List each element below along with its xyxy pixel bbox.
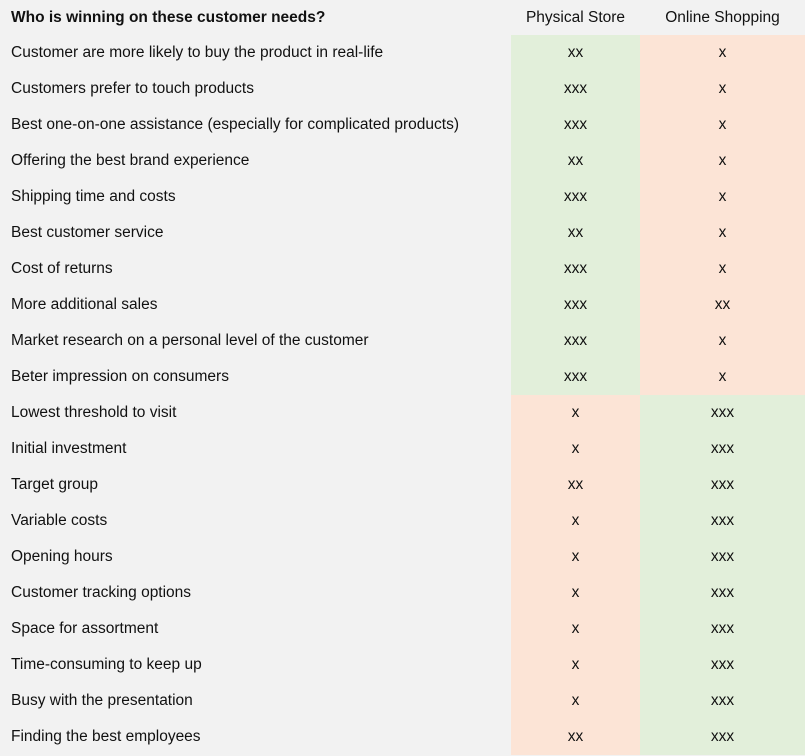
physical-store-score: xxx [511,71,640,107]
table-row: Best one-on-one assistance (especially f… [0,107,805,143]
table-row: Customers prefer to touch products xxx x [0,71,805,107]
physical-store-score: xx [511,719,640,755]
online-shopping-score: x [640,215,805,251]
need-label: Lowest threshold to visit [11,404,177,421]
physical-store-score: x [511,647,640,683]
online-shopping-score: xx [640,287,805,323]
need-label: More additional sales [11,296,158,313]
online-shopping-score: xxx [640,467,805,503]
physical-store-score: xx [511,215,640,251]
need-label: Opening hours [11,548,113,565]
table-row: Lowest threshold to visit x xxx [0,395,805,431]
need-label: Finding the best employees [11,728,201,745]
physical-store-score: x [511,611,640,647]
physical-store-score: x [511,575,640,611]
online-shopping-score: xxx [640,647,805,683]
online-shopping-header: Online Shopping [665,8,780,26]
table-row: Initial investment x xxx [0,431,805,467]
online-shopping-score: xxx [640,539,805,575]
table-row: Offering the best brand experience xx x [0,143,805,179]
online-shopping-score: x [640,359,805,395]
need-label: Cost of returns [11,260,113,277]
need-label: Shipping time and costs [11,188,176,205]
table-row: Beter impression on consumers xxx x [0,359,805,395]
physical-store-score: xxx [511,359,640,395]
header-row: Who is winning on these customer needs? … [0,0,805,35]
need-label: Target group [11,476,99,493]
table-row: Busy with the presentation x xxx [0,683,805,719]
online-shopping-score: x [640,179,805,215]
physical-store-score: x [511,431,640,467]
physical-store-score: xxx [511,287,640,323]
table-row: Space for assortment x xxx [0,611,805,647]
physical-store-score: xx [511,143,640,179]
online-shopping-score: xxx [640,431,805,467]
need-label: Customer tracking options [11,584,192,601]
need-label: Best one-on-one assistance (especially f… [11,116,460,133]
table-row: Cost of returns xxx x [0,251,805,287]
online-shopping-score: x [640,35,805,71]
online-shopping-score: x [640,251,805,287]
need-label: Customers prefer to touch products [11,80,254,97]
physical-store-score: x [511,395,640,431]
physical-store-score: xxx [511,251,640,287]
need-label: Beter impression on consumers [11,368,229,385]
table-row: Shipping time and costs xxx x [0,179,805,215]
physical-store-score: x [511,683,640,719]
table-row: Target group xx xxx [0,467,805,503]
table-row: Market research on a personal level of t… [0,323,805,359]
table-row: Time-consuming to keep up x xxx [0,647,805,683]
need-label: Variable costs [11,512,108,529]
table-row: Finding the best employees xx xxx [0,719,805,755]
physical-store-score: xxx [511,179,640,215]
online-shopping-score: x [640,107,805,143]
table-row: Customer tracking options x xxx [0,575,805,611]
question-header: Who is winning on these customer needs? [11,8,326,26]
online-shopping-score: x [640,71,805,107]
table-row: More additional sales xxx xx [0,287,805,323]
table-row: Customer are more likely to buy the prod… [0,35,805,71]
online-shopping-score: xxx [640,575,805,611]
physical-store-score: xxx [511,323,640,359]
need-label: Best customer service [11,224,164,241]
table-row: Variable costs x xxx [0,503,805,539]
physical-store-score: x [511,539,640,575]
need-label: Initial investment [11,440,127,457]
need-label: Market research on a personal level of t… [11,332,369,349]
online-shopping-score: xxx [640,611,805,647]
online-shopping-score: xxx [640,683,805,719]
need-label: Time-consuming to keep up [11,656,202,673]
online-shopping-score: x [640,143,805,179]
physical-store-score: xxx [511,107,640,143]
table-row: Opening hours x xxx [0,539,805,575]
physical-store-score: x [511,503,640,539]
online-shopping-score: xxx [640,719,805,755]
need-label: Busy with the presentation [11,692,193,709]
physical-store-score: xx [511,35,640,71]
need-label: Customer are more likely to buy the prod… [11,44,384,61]
physical-store-header: Physical Store [525,8,626,26]
online-shopping-score: xxx [640,395,805,431]
online-shopping-score: xxx [640,503,805,539]
table-row: Best customer service xx x [0,215,805,251]
need-label: Offering the best brand experience [11,152,250,169]
online-shopping-score: x [640,323,805,359]
physical-store-score: xx [511,467,640,503]
need-label: Space for assortment [11,620,159,637]
